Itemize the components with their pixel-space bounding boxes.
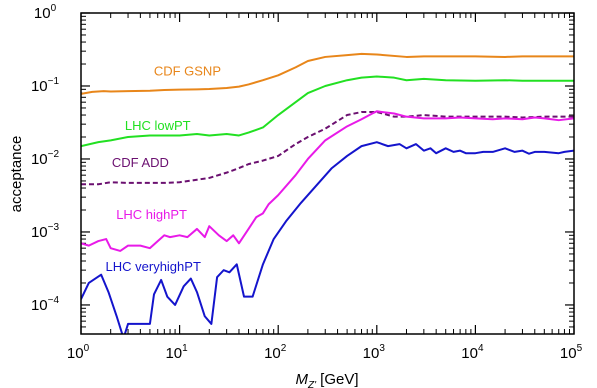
x-tick-label: 100 bbox=[67, 343, 90, 362]
series-group bbox=[81, 52, 574, 334]
x-tick-label-exponent: 4 bbox=[478, 343, 484, 354]
series-line-cdf-gsnp bbox=[81, 52, 574, 95]
series-line-lhc-highpt bbox=[81, 110, 574, 252]
x-tick-label-base: 10 bbox=[363, 345, 380, 362]
y-tick-label-exponent: −2 bbox=[48, 149, 60, 160]
x-tick-label-exponent: 0 bbox=[84, 343, 90, 354]
minor-ticks bbox=[81, 13, 574, 334]
x-tick-label-exponent: 2 bbox=[281, 343, 287, 354]
y-tick-label: 10−1 bbox=[31, 76, 60, 95]
major-ticks bbox=[80, 12, 575, 334]
x-tick-label: 103 bbox=[363, 343, 386, 362]
x-tick-label-base: 10 bbox=[461, 345, 478, 362]
x-tick-label: 102 bbox=[264, 343, 287, 362]
series-line-lhc-lowpt bbox=[81, 75, 574, 148]
x-tick-label-exponent: 5 bbox=[577, 343, 583, 354]
y-tick-label-exponent: −3 bbox=[48, 222, 60, 233]
x-tick-label-base: 10 bbox=[264, 345, 281, 362]
x-tick-label: 104 bbox=[461, 343, 484, 362]
y-tick-label-exponent: 0 bbox=[51, 3, 57, 14]
series-label: LHC veryhighPT bbox=[106, 259, 201, 274]
series-label: CDF GSNP bbox=[154, 63, 221, 78]
x-tick-label-exponent: 3 bbox=[379, 343, 385, 354]
x-tick-label-base: 10 bbox=[165, 345, 182, 362]
series-label: CDF ADD bbox=[112, 155, 169, 170]
x-axis-label-main: M bbox=[295, 371, 308, 388]
series-label: LHC highPT bbox=[116, 207, 187, 222]
x-tick-label-exponent: 1 bbox=[182, 343, 188, 354]
y-tick-label-exponent: −1 bbox=[48, 76, 60, 87]
x-axis-label-unit: [GeV] bbox=[316, 371, 359, 388]
y-tick-label-base: 10 bbox=[31, 297, 48, 314]
y-tick-label: 10−4 bbox=[31, 295, 60, 314]
y-tick-label-base: 10 bbox=[31, 78, 48, 95]
y-tick-label-base: 10 bbox=[34, 5, 51, 22]
x-axis-label-subscript: Z' bbox=[307, 380, 317, 388]
x-tick-label-base: 10 bbox=[560, 345, 577, 362]
y-tick-label: 10−3 bbox=[31, 222, 60, 241]
x-tick-labels: 100 101 102 103 104 105 bbox=[67, 343, 583, 362]
x-tick-label: 101 bbox=[165, 343, 188, 362]
series-label: LHC lowPT bbox=[125, 118, 191, 133]
series-line-lhc-veryhighpt bbox=[81, 141, 574, 334]
x-tick-label: 105 bbox=[560, 343, 583, 362]
y-tick-label-exponent: −4 bbox=[48, 295, 60, 306]
x-axis-label: MZ' [GeV] bbox=[295, 371, 358, 388]
y-tick-label: 10−2 bbox=[31, 149, 60, 168]
y-tick-label-base: 10 bbox=[31, 224, 48, 241]
x-tick-label-base: 10 bbox=[67, 345, 84, 362]
plot-frame bbox=[80, 12, 575, 335]
y-tick-label: 100 bbox=[34, 3, 57, 22]
y-axis-label: acceptance bbox=[8, 136, 25, 213]
y-tick-label-base: 10 bbox=[31, 151, 48, 168]
series-labels: CDF GSNP LHC lowPT CDF ADD LHC highPT LHC ve… bbox=[106, 63, 221, 274]
